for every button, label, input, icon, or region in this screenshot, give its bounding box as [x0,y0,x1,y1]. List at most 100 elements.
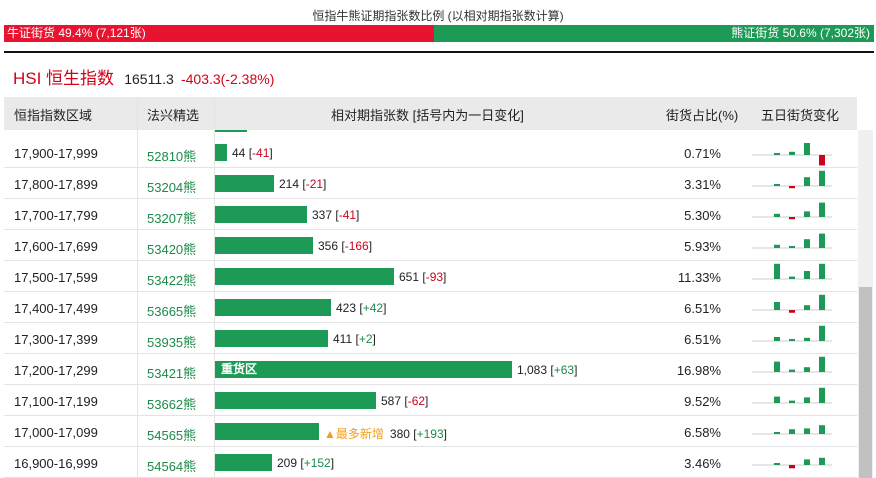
contracts-label: 1,083 [+63] [517,363,578,377]
warrant-pick-link[interactable]: 53420熊 [147,242,197,257]
daily-change: -62 [407,394,426,408]
sparkline-bar [774,463,780,465]
table-row: 17,600-17,699 53420熊 356 [-166] 5.93% [4,230,857,261]
range-cell: 17,300-17,399 [14,332,98,347]
share-pct: 0.71% [684,146,721,161]
sparkline-bar [804,337,810,341]
sparkline-bar [774,153,780,155]
share-pct: 3.46% [684,456,721,471]
partial-row-bar [215,130,247,132]
bull-ratio-segment: 牛证街货 49.4% (7,121张) [4,25,434,42]
daily-change: -93 [425,270,444,284]
table-row: 17,300-17,399 53935熊 411 [+2] 6.51% [4,323,857,354]
sparkline-bar [789,339,795,341]
daily-change: -41 [252,146,270,160]
sparkline-bar [774,432,780,434]
index-quote: HSI 恒生指数 16511.3 -403.3(-2.38%) [13,64,274,89]
range-cell: 17,200-17,299 [14,363,98,378]
ratio-title: 恒指牛熊证期指张数比例 (以相对期指张数计算) [312,9,564,23]
range-cell: 17,700-17,799 [14,208,98,223]
sparkline-bar [789,465,795,469]
contracts-label: 356 [-166] [318,239,373,253]
contracts-bar [215,392,376,409]
share-pct: 3.31% [684,177,721,192]
contracts-bar [215,268,394,285]
warrant-pick-link[interactable]: 53421熊 [147,366,197,381]
sparkline-bar [774,213,780,217]
sparkline-bar [804,239,810,248]
sparkline-bar [789,151,795,155]
warrant-pick-link[interactable]: 53665熊 [147,304,197,319]
vertical-scrollbar[interactable] [858,130,873,478]
warrant-pick-link[interactable]: 52810熊 [147,149,197,164]
header-five-day: 五日街货变化 [761,108,840,123]
sparkline-bar [774,337,780,341]
table-row: 17,800-17,899 53204熊 214 [-21] 3.31% [4,168,857,199]
contracts-bar [215,144,227,161]
contracts-value: 423 [336,301,357,315]
range-cell: 16,900-16,999 [14,456,98,471]
sparkline-bar [804,305,810,310]
sparkline-bar [774,244,780,248]
sparkline-bar [819,356,825,372]
contracts-value: 44 [232,146,246,160]
five-day-sparkline [752,457,832,469]
warrant-pick-link[interactable]: 54565熊 [147,428,197,443]
sparkline-bar [804,367,810,372]
daily-change: -41 [338,208,357,222]
warrant-pick-link[interactable]: 54564熊 [147,459,197,474]
warrant-pick-link[interactable]: 53935熊 [147,335,197,350]
table-row: 16,900-16,999 54564熊 209 [+152] 3.46% [4,447,857,478]
table-row: 17,100-17,199 53662熊 587 [-62] 9.52% [4,385,857,416]
sparkline-bar [804,459,810,465]
sparkline-bar [774,302,780,310]
index-name: HSI 恒生指数 [13,69,115,88]
bear-ratio-segment: 熊证街货 50.6% (7,302张) [433,25,874,42]
five-day-sparkline [752,143,832,166]
range-cell: 17,600-17,699 [14,239,98,254]
column-divider [137,97,138,478]
daily-change: +2 [358,332,373,346]
five-day-sparkline [752,294,832,313]
index-change: -403.3(-2.38%) [180,71,275,87]
table-row: 17,200-17,299 53421熊 重货区 1,083 [+63] 16.98% [4,354,857,385]
daily-change: -166 [344,239,369,253]
table-row: 17,700-17,799 53207熊 337 [-41] 5.30% [4,199,857,230]
table-row: 17,400-17,499 53665熊 423 [+42] 6.51% [4,292,857,323]
warrant-pick-link[interactable]: 53422熊 [147,273,197,288]
daily-change: +152 [303,456,331,470]
share-pct: 6.58% [684,425,721,440]
contracts-value: 651 [399,270,420,284]
daily-change: +193 [416,427,444,441]
sparkline-bar [804,177,810,186]
warrant-pick-link[interactable]: 53204熊 [147,180,197,195]
sparkline-bar [789,310,795,313]
contracts-label: 587 [-62] [381,394,429,408]
sparkline-bar [774,263,780,279]
sparkline-bar [789,276,795,279]
share-pct: 5.30% [684,208,721,223]
sparkline-bar [819,457,825,465]
contracts-label: 214 [-21] [279,177,327,191]
share-pct: 9.52% [684,394,721,409]
sparkline-bar [804,428,810,434]
header-range: 恒指指数区域 [14,108,93,123]
table-row: 17,500-17,599 53422熊 651 [-93] 11.33% [4,261,857,292]
sparkline-bar [789,186,795,189]
five-day-sparkline [752,387,832,404]
range-cell: 17,100-17,199 [14,394,98,409]
warrant-pick-link[interactable]: 53662熊 [147,397,197,412]
sparkline-bar [789,246,795,248]
sparkline-bar [804,143,810,155]
five-day-sparkline [752,202,832,220]
heavy-zone-tag: 重货区 [221,362,258,376]
warrant-pick-link[interactable]: 53207熊 [147,211,197,226]
scrollbar-thumb[interactable] [859,287,872,478]
five-day-sparkline [752,325,832,342]
most-new-tag: ▲最多新增 [324,427,384,441]
bull-bear-ratio-bar: 牛证街货 49.4% (7,121张) 熊证街货 50.6% (7,302张) [4,25,874,42]
sparkline-bar [789,400,795,403]
contracts-bar [215,454,272,471]
divider [4,51,874,53]
contracts-label: 411 [+2] [333,332,376,346]
